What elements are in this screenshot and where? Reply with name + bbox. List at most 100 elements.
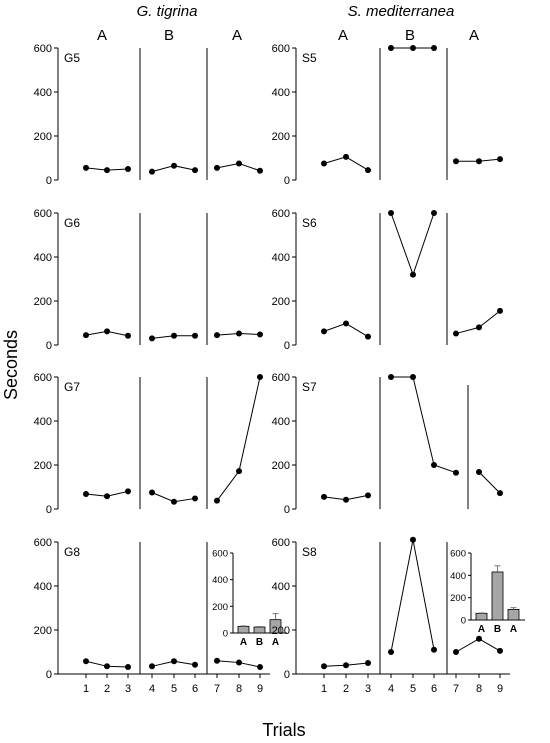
x-tick-label-g8-5: 5 <box>171 683 177 695</box>
y-tick-label-s5-200: 200 <box>272 131 290 143</box>
panel-s7: 0 200 400 600 S7 <box>272 372 503 516</box>
data-point-s8-2 <box>343 662 349 669</box>
data-point-g6-8 <box>236 330 242 337</box>
data-point-s8-6 <box>431 646 437 653</box>
data-point-g5-7 <box>214 164 220 171</box>
y-tick-label-g8-400: 400 <box>34 581 52 593</box>
y-tick-label-g8-600: 600 <box>34 537 52 549</box>
data-point-s8-3 <box>365 660 371 666</box>
panel-s5: 0 200 400 600 S5 <box>272 43 503 187</box>
panel-label-g6: G6 <box>64 216 80 230</box>
data-point-g6-3 <box>125 332 131 339</box>
inset-y-tick-label-s8-600: 600 <box>450 549 466 560</box>
data-point-g6-4 <box>149 335 155 342</box>
data-point-s5-7 <box>453 158 459 165</box>
data-point-s8-5 <box>410 536 416 543</box>
panel-label-s6: S6 <box>302 216 317 230</box>
inset-bar-s8-2 <box>491 571 504 621</box>
data-point-g7-4 <box>149 489 155 496</box>
y-tick-label-s8-0: 0 <box>284 669 290 681</box>
data-point-g5-6 <box>192 167 198 174</box>
y-tick-label-s6-200: 200 <box>272 296 290 308</box>
data-point-s8-9 <box>497 647 503 654</box>
data-point-g5-4 <box>149 168 155 175</box>
data-point-g5-1 <box>83 164 89 171</box>
data-point-g5-9 <box>257 167 263 174</box>
x-tick-label-g8-7: 7 <box>214 683 220 695</box>
inset-bar-g8-2 <box>253 626 266 634</box>
phase-label-g-a2: A <box>232 27 242 44</box>
data-point-s7-2 <box>343 496 349 503</box>
panel-s6: 0 200 400 600 S6 <box>272 208 503 352</box>
data-point-g7-5 <box>171 498 177 505</box>
data-point-g8-4 <box>149 663 155 670</box>
y-tick-label-s8-600: 600 <box>272 537 290 549</box>
x-tick-label-s8-2: 2 <box>343 683 349 695</box>
data-point-g7-1 <box>83 491 89 498</box>
inset-x-label-g8-1: A <box>240 637 247 648</box>
data-point-g7-6 <box>192 495 198 502</box>
data-point-g5-8 <box>236 160 242 167</box>
phase-label-g-b: B <box>164 27 174 44</box>
panel-label-s5: S5 <box>302 51 317 65</box>
y-axis-label: Seconds <box>1 330 21 400</box>
data-point-g7-9 <box>257 374 263 380</box>
data-point-s6-5 <box>410 271 416 278</box>
panel-label-g7: G7 <box>64 380 80 394</box>
y-tick-label-g6-400: 400 <box>34 252 52 264</box>
y-tick-label-g5-200: 200 <box>34 131 52 143</box>
data-point-s5-4 <box>388 45 394 51</box>
phase-label-g-a1: A <box>97 27 107 44</box>
data-point-g8-7 <box>214 657 220 664</box>
inset-y-tick-label-s8-0: 0 <box>461 616 466 627</box>
panels: 0200400600G50200400600S50200400600G60200… <box>34 43 525 695</box>
data-point-s8-7 <box>453 649 459 655</box>
data-point-g5-5 <box>171 162 177 169</box>
y-tick-label-s5-400: 400 <box>272 87 290 99</box>
x-tick-label-s8-8: 8 <box>476 683 482 695</box>
inset-bar-s8-1 <box>475 612 488 621</box>
inset-y-tick-label-s8-200: 200 <box>450 593 466 604</box>
y-tick-label-s7-200: 200 <box>272 460 290 472</box>
inset-y-tick-label-g8-200: 200 <box>212 602 228 613</box>
data-point-s5-6 <box>431 45 437 51</box>
inset-bar-s8-3 <box>507 608 520 621</box>
data-point-s8-8 <box>476 635 482 642</box>
x-tick-label-s8-4: 4 <box>388 683 394 695</box>
data-point-g8-5 <box>171 658 177 665</box>
y-tick-label-s8-400: 400 <box>272 581 290 593</box>
data-point-g6-2 <box>104 328 110 335</box>
inset-x-label-s8-1: A <box>478 624 485 635</box>
inset-y-tick-label-g8-0: 0 <box>223 629 228 640</box>
series-line-s6-phase2 <box>390 212 435 277</box>
data-point-s6-9 <box>497 307 503 314</box>
data-point-s8-1 <box>321 663 327 670</box>
panel-label-g5: G5 <box>64 51 80 65</box>
phase-label-s-b: B <box>405 27 415 44</box>
x-tick-label-s8-7: 7 <box>453 683 459 695</box>
inset-y-tick-label-g8-400: 400 <box>212 575 228 586</box>
x-tick-label-s8-1: 1 <box>321 683 327 695</box>
x-tick-label-g8-6: 6 <box>192 683 198 695</box>
y-tick-label-g5-400: 400 <box>34 87 52 99</box>
panel-label-s7: S7 <box>302 380 317 394</box>
data-point-g8-9 <box>257 663 263 670</box>
x-tick-label-g8-9: 9 <box>257 683 263 695</box>
y-tick-label-g7-0: 0 <box>46 504 52 516</box>
y-tick-label-s6-600: 600 <box>272 208 290 220</box>
x-tick-label-g8-1: 1 <box>83 683 89 695</box>
x-tick-label-s8-5: 5 <box>410 683 416 695</box>
data-point-g7-8 <box>236 468 242 475</box>
data-point-s7-3 <box>365 492 371 499</box>
panel-g8: 0 200 400 600 G8 1 2 3 4 5 6 7 8 9 0 200 400 600 A B A <box>34 537 287 695</box>
data-point-g5-2 <box>104 167 110 174</box>
x-tick-label-s8-3: 3 <box>365 683 371 695</box>
y-tick-label-g6-600: 600 <box>34 208 52 220</box>
panel-label-g8: G8 <box>64 545 80 559</box>
panel-label-s8: S8 <box>302 545 317 559</box>
data-point-s6-8 <box>476 324 482 331</box>
y-tick-label-g8-0: 0 <box>46 669 52 681</box>
series-line-s8-phase2 <box>390 539 435 653</box>
